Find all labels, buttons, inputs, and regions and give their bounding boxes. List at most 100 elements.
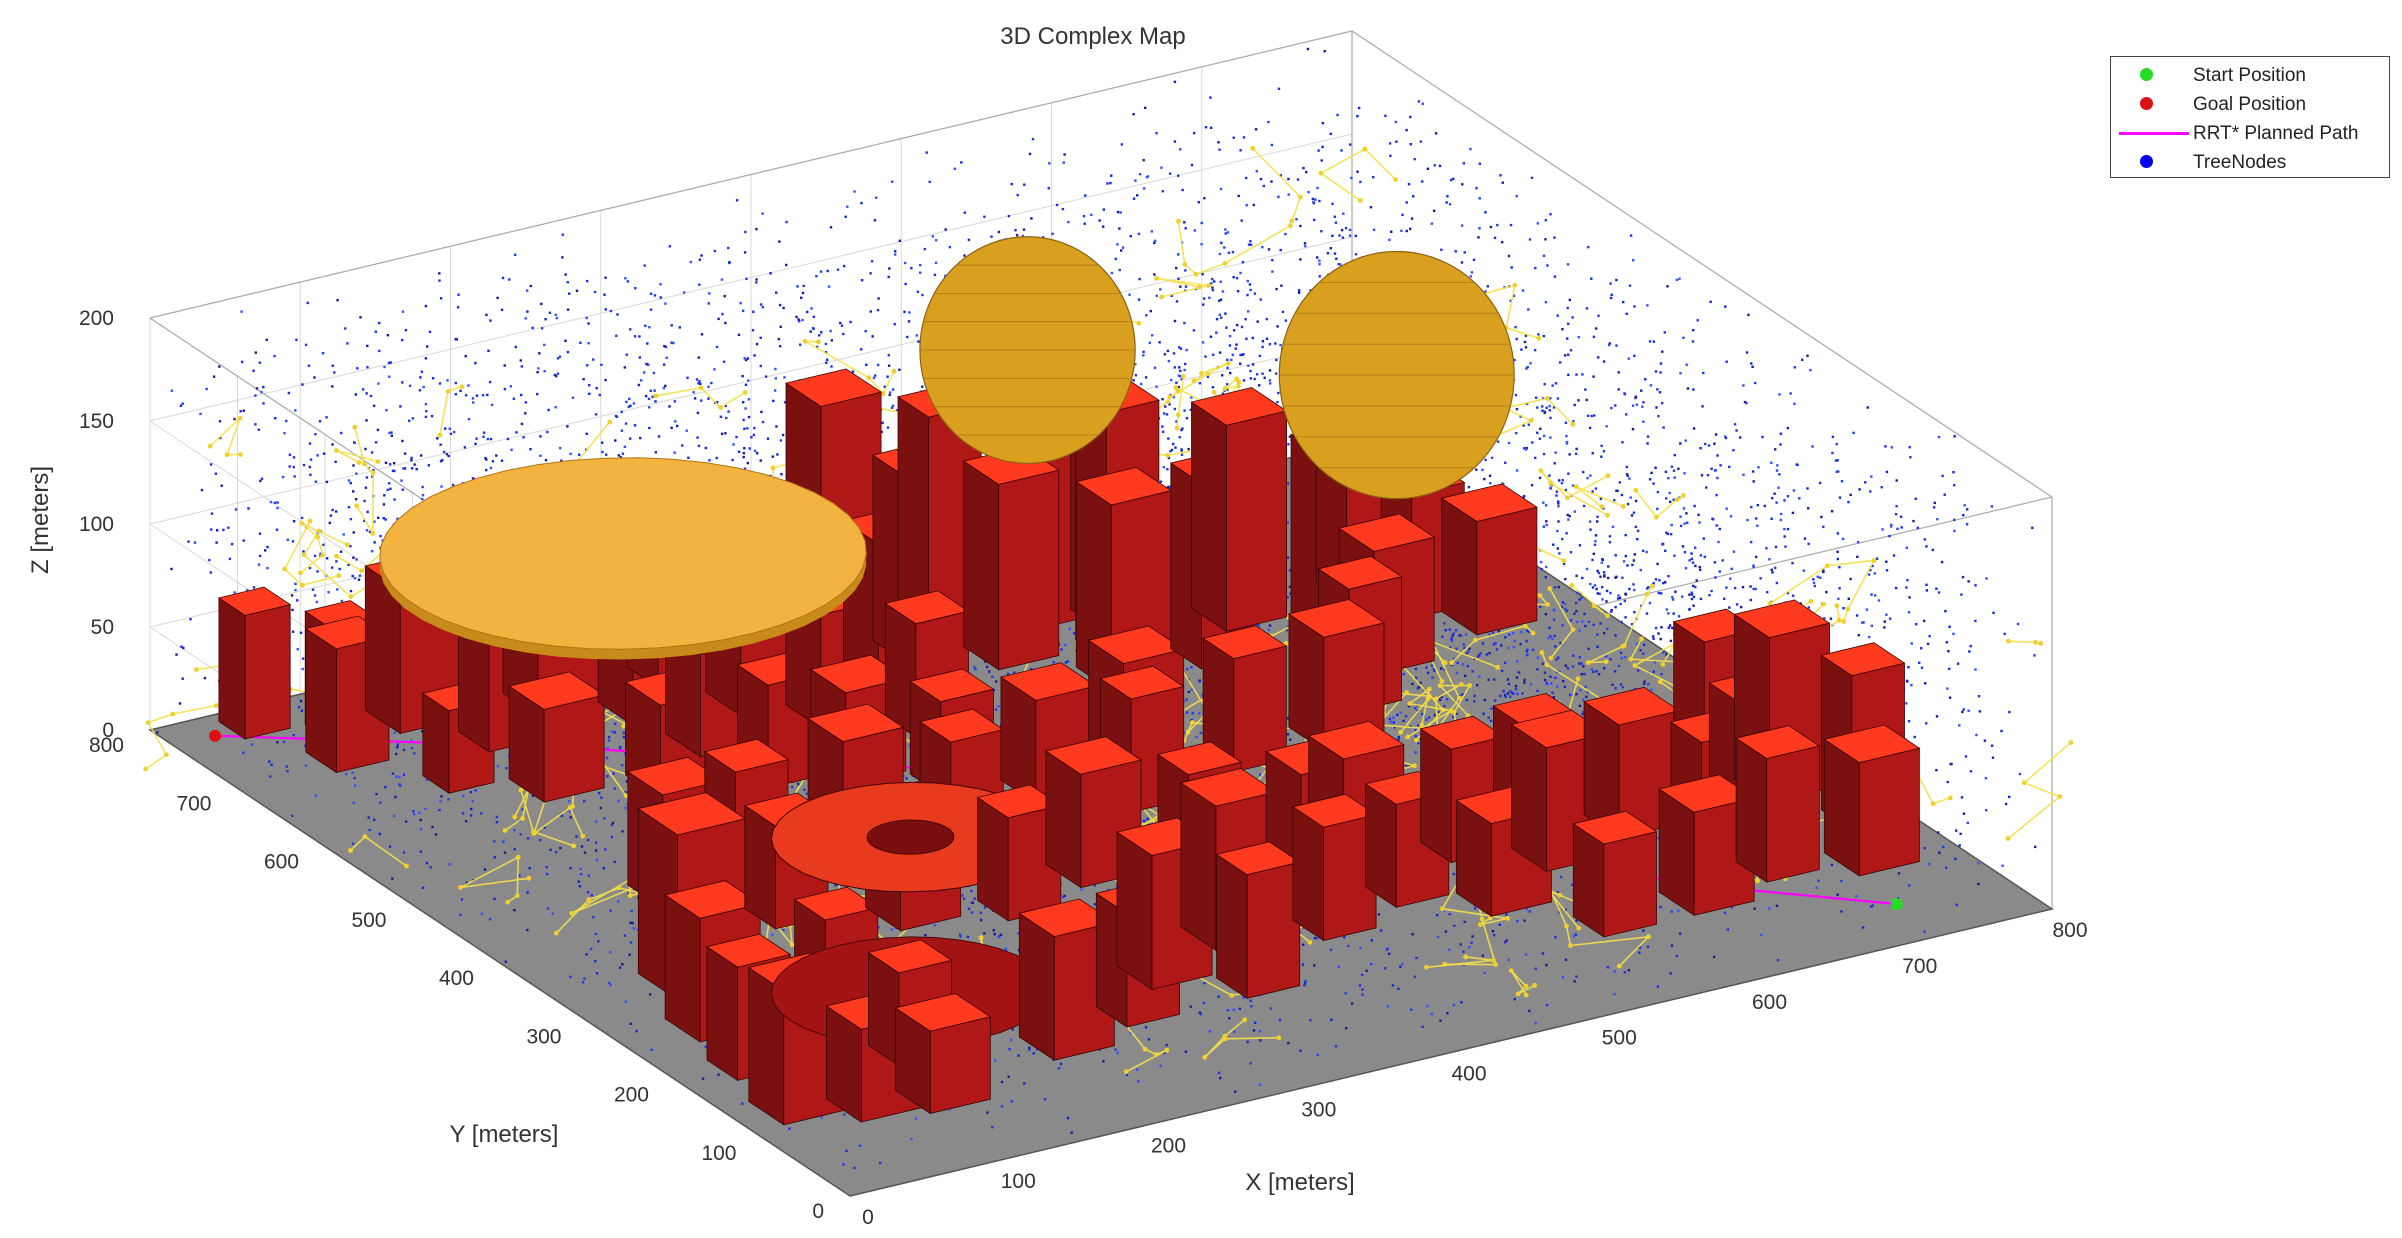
tree-node (484, 456, 487, 460)
tree-node (774, 377, 777, 380)
tree-node (693, 397, 697, 400)
tree-node (2000, 729, 2003, 733)
tree-node (1688, 607, 1691, 611)
tree-node (1861, 926, 1865, 929)
tree-node (364, 447, 367, 451)
tree-node (592, 916, 595, 919)
tree-node (431, 377, 435, 380)
tree-node (1493, 678, 1496, 681)
tree-node (543, 343, 546, 347)
tree-node (959, 935, 962, 938)
tree-node (1966, 821, 1969, 825)
tree-node (1421, 102, 1424, 105)
tree-node (1923, 847, 1926, 850)
tree-node (475, 437, 478, 440)
tree-node (678, 326, 681, 329)
tree-node (474, 361, 477, 365)
tree-node (1269, 382, 1272, 385)
tree-node (1400, 229, 1403, 232)
tree-node (427, 464, 430, 467)
tree-node (1407, 705, 1411, 708)
tree-node (1285, 628, 1288, 632)
tree-node (474, 442, 477, 446)
tree-node (608, 981, 611, 985)
tree-node (1525, 908, 1528, 911)
tree-node (558, 355, 562, 358)
tree-node (1178, 436, 1181, 439)
tree-node (1515, 676, 1519, 679)
tree-node (921, 293, 924, 297)
tree-node (1614, 634, 1617, 637)
tree-node (1426, 1004, 1429, 1008)
tree-node (607, 735, 611, 739)
tree-node (1548, 474, 1551, 477)
tree-node (1134, 179, 1137, 182)
tree-node (1838, 587, 1841, 590)
tree-node (1796, 463, 1799, 466)
tree-node (1513, 358, 1516, 362)
tree-node (895, 409, 899, 412)
tree-node (1665, 531, 1668, 534)
tree-node (622, 731, 626, 735)
tree-node (1670, 523, 1673, 527)
tree-node (286, 770, 289, 773)
tree-node (352, 490, 355, 493)
tree-node (681, 444, 684, 447)
tree-node (1286, 596, 1289, 599)
tree-node (1770, 517, 1773, 520)
tree-node (567, 800, 571, 803)
tree-node (577, 880, 580, 883)
tree-node (1855, 614, 1859, 617)
tree-node (1966, 508, 1969, 511)
tree-node (257, 428, 260, 431)
tree-node (1907, 720, 1911, 723)
tree-node (1313, 964, 1316, 967)
tree-node (1471, 935, 1474, 938)
tree-node (1558, 479, 1561, 482)
tree-node (1646, 304, 1649, 307)
tree-node (424, 415, 428, 419)
tree-node (773, 389, 777, 392)
tree-node (1267, 120, 1270, 124)
tree-node (1313, 936, 1317, 940)
tree-node (1725, 360, 1728, 363)
tree-node (526, 891, 529, 894)
tree-node (1030, 667, 1033, 671)
tree-node (657, 435, 661, 438)
tree-node (359, 316, 362, 319)
tree-node (1610, 406, 1613, 410)
tree-node (1185, 348, 1188, 352)
tree-node (1578, 656, 1581, 659)
tree-node (1515, 660, 1519, 663)
tree-node (379, 801, 382, 804)
tree-node (1229, 371, 1232, 375)
tree-node (388, 845, 392, 848)
tree-node (983, 215, 986, 218)
tree-node (720, 432, 724, 435)
tree-node (1345, 1027, 1348, 1030)
tree-node (260, 390, 263, 394)
tree-node (1664, 581, 1667, 584)
tree-node (783, 401, 787, 404)
tree-node (1675, 278, 1679, 281)
tree-node (1484, 458, 1487, 462)
tree-node (731, 458, 734, 462)
tree-node (1775, 469, 1779, 472)
tree-node (364, 486, 368, 489)
tree-node (1267, 628, 1270, 632)
tree-node (771, 933, 774, 937)
tree-node (276, 501, 279, 504)
tree-node (1674, 590, 1677, 593)
tree-node (1775, 904, 1779, 907)
tree-node (513, 829, 516, 832)
tree-node (383, 365, 386, 369)
tree-node (990, 235, 993, 238)
tree-node (601, 441, 604, 444)
tree-node (281, 475, 285, 479)
tree-node (309, 473, 312, 476)
tree-node (1977, 862, 1980, 865)
tree-node (1969, 770, 1973, 773)
tree-node (1836, 470, 1840, 473)
tree-node (1452, 177, 1455, 181)
